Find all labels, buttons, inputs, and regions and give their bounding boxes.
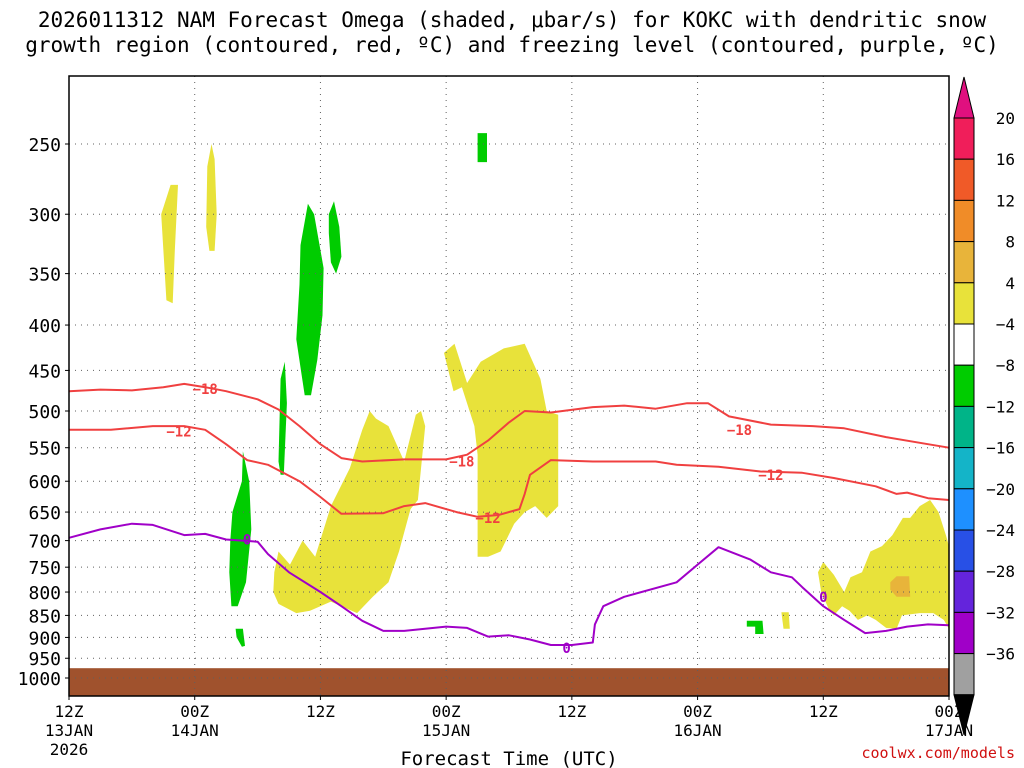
- y-tick-label-400: 400: [28, 316, 61, 337]
- colorbar-swatch-4: [953, 241, 975, 284]
- y-tick-label-550: 550: [28, 439, 61, 460]
- omega-region-12: [818, 500, 949, 629]
- contour-line-3: [68, 522, 950, 646]
- colorbar-label-8: −12: [986, 397, 1015, 416]
- y-tick-label-800: 800: [28, 583, 61, 604]
- omega-region-8: [235, 628, 245, 647]
- contour-label-2-2: −12: [475, 511, 500, 527]
- colorbar-label-9: −16: [986, 439, 1015, 458]
- omega-region-7: [229, 451, 252, 607]
- colorbar-label-5: 4: [1005, 274, 1015, 293]
- y-tick-label-950: 950: [28, 649, 61, 670]
- y-tick-label-600: 600: [28, 472, 61, 493]
- contour-label-2-1: −12: [166, 424, 191, 440]
- omega-region-1: [161, 184, 178, 304]
- colorbar-label-13: −32: [986, 603, 1015, 622]
- x-tick-label-12-2: 14JAN: [171, 721, 219, 740]
- contour-label-1-2: −18: [449, 454, 474, 470]
- omega-region-5: [328, 201, 342, 274]
- colorbar-label-11: −24: [986, 521, 1015, 540]
- contour-layer: −18 −18 −18 −12 −12 −12 0 0 0: [68, 382, 950, 657]
- x-tick-label-60-1: 00Z: [683, 702, 712, 721]
- colorbar-label-2: 16: [996, 150, 1015, 169]
- x-tick-label-48-1: 12Z: [557, 702, 586, 721]
- contour-label-1-3: −18: [727, 423, 752, 439]
- omega-region-10: [273, 411, 426, 614]
- colorbar-label-10: −20: [986, 480, 1015, 499]
- colorbar-swatch-9: [953, 447, 975, 490]
- terrain-ground: [69, 668, 949, 696]
- colorbar-swatch-5: [953, 282, 975, 325]
- colorbar-swatch-11: [953, 529, 975, 572]
- x-tick-label-36-2: 15JAN: [422, 721, 470, 740]
- y-tick-label-1000: 1000: [18, 669, 61, 690]
- x-tick-label-0-2: 13JAN: [45, 721, 93, 740]
- omega-region-13: [781, 612, 790, 629]
- x-tick-label-72-1: 12Z: [809, 702, 838, 721]
- contour-line-2: [69, 425, 950, 518]
- omega-region-4: [296, 203, 324, 396]
- x-tick-label-84-2: 17JAN: [925, 721, 973, 740]
- contour-line-1: [68, 382, 950, 463]
- colorbar-label-6: −4: [996, 315, 1015, 334]
- colorbar-label-3: 12: [996, 191, 1015, 210]
- x-tick-label-60-2: 16JAN: [673, 721, 721, 740]
- colorbar: 20 16 12 8 4 −4 −8 −12 −16 −20 −24 −28 −32 −36: [953, 76, 1015, 735]
- chart-title: 2026011312 NAM Forecast Omega (shaded, μ…: [0, 8, 1024, 58]
- colorbar-swatch-10: [953, 488, 975, 531]
- colorbar-swatch-1: [953, 117, 975, 160]
- colorbar-label-14: −36: [986, 645, 1015, 664]
- x-tick-label-24-1: 12Z: [306, 702, 335, 721]
- colorbar-swatch-3: [953, 199, 975, 243]
- y-tick-label-250: 250: [28, 135, 61, 156]
- y-tick-label-650: 650: [28, 503, 61, 524]
- credit-text: coolwx.com/models: [861, 744, 1015, 762]
- x-tick-label-0-3: 2026: [50, 740, 89, 759]
- y-tick-label-300: 300: [28, 205, 61, 226]
- colorbar-swatch-7: [953, 364, 975, 407]
- x-tick-label-36-1: 00Z: [432, 702, 461, 721]
- terrain-layer: [69, 668, 949, 696]
- colorbar-swatch-8: [953, 405, 975, 449]
- omega-shading-layer: [161, 133, 949, 647]
- y-tick-label-850: 850: [28, 606, 61, 627]
- y-axis: 2503003504004505005506006507007508008509…: [18, 135, 69, 690]
- colorbar-swatch-12: [953, 570, 975, 613]
- x-tick-label-0-1: 12Z: [55, 702, 84, 721]
- contour-label-3-3: 0: [819, 590, 827, 606]
- omega-region-9: [746, 620, 764, 634]
- omega-region-6: [278, 361, 287, 475]
- x-axis-label: Forecast Time (UTC): [400, 748, 617, 768]
- colorbar-swatch-2: [953, 158, 975, 201]
- chart-title-line-1: 2026011312 NAM Forecast Omega (shaded, μ…: [37, 8, 987, 32]
- y-tick-label-750: 750: [28, 558, 61, 579]
- y-tick-label-450: 450: [28, 361, 61, 382]
- colorbar-label-4: 8: [1005, 233, 1015, 252]
- chart-title-line-2: growth region (contoured, red, ºC) and f…: [25, 33, 999, 57]
- colorbar-swatch-13: [953, 611, 975, 655]
- omega-region-3: [477, 133, 487, 163]
- x-tick-label-12-1: 00Z: [180, 702, 209, 721]
- contour-label-3-2: 0: [562, 641, 570, 657]
- contour-label-2-3: −12: [758, 468, 783, 484]
- y-tick-label-900: 900: [28, 628, 61, 649]
- colorbar-swatch-6: [953, 323, 975, 366]
- y-tick-label-500: 500: [28, 402, 61, 423]
- colorbar-label-12: −28: [986, 562, 1015, 581]
- y-tick-label-700: 700: [28, 532, 61, 553]
- colorbar-bottom-arrow: [953, 694, 975, 735]
- colorbar-top-arrow: [953, 76, 975, 119]
- plot-frame: [68, 75, 950, 697]
- colorbar-swatch-14: [953, 653, 975, 696]
- y-tick-label-350: 350: [28, 265, 61, 286]
- contour-label-3-1: 0: [243, 533, 251, 549]
- colorbar-label-1: 20: [996, 109, 1015, 128]
- contour-label-1-1: −18: [193, 382, 218, 398]
- omega-region-2: [206, 144, 217, 251]
- omega-region-14: [890, 576, 911, 597]
- omega-region-11: [444, 343, 559, 557]
- colorbar-label-7: −8: [996, 356, 1015, 375]
